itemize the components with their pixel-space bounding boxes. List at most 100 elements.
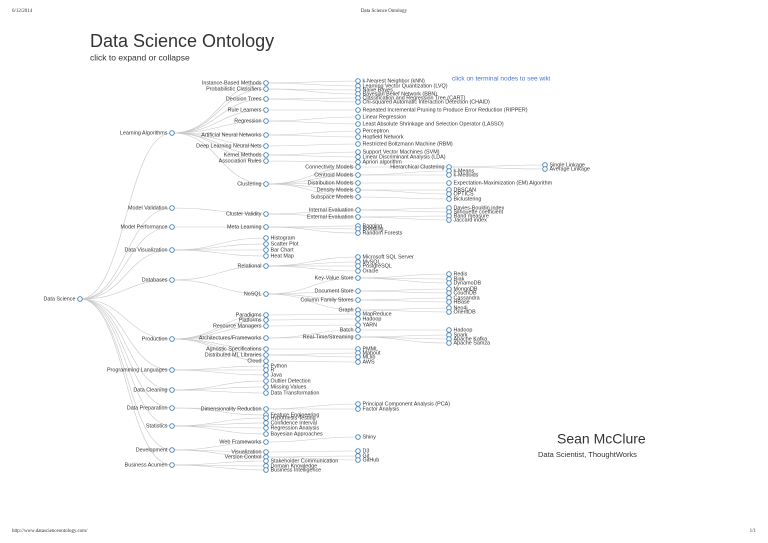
node[interactable] bbox=[355, 334, 361, 340]
node[interactable] bbox=[169, 387, 175, 393]
node[interactable] bbox=[446, 309, 452, 315]
node[interactable] bbox=[446, 191, 452, 197]
node[interactable] bbox=[446, 290, 452, 296]
node[interactable] bbox=[446, 180, 452, 186]
node[interactable] bbox=[446, 299, 452, 305]
node[interactable] bbox=[263, 317, 269, 323]
node[interactable] bbox=[263, 467, 269, 473]
node[interactable] bbox=[263, 372, 269, 378]
node[interactable] bbox=[355, 172, 361, 178]
node[interactable] bbox=[355, 448, 361, 454]
node[interactable] bbox=[263, 458, 269, 464]
node[interactable] bbox=[169, 205, 175, 211]
node[interactable] bbox=[263, 241, 269, 247]
node[interactable] bbox=[263, 235, 269, 241]
node[interactable] bbox=[263, 132, 269, 138]
node[interactable] bbox=[355, 134, 361, 140]
node[interactable] bbox=[263, 152, 269, 158]
node[interactable] bbox=[263, 335, 269, 341]
node[interactable] bbox=[355, 406, 361, 412]
node[interactable] bbox=[446, 172, 452, 178]
node[interactable] bbox=[446, 340, 452, 346]
node[interactable] bbox=[263, 312, 269, 318]
node[interactable] bbox=[355, 180, 361, 186]
node[interactable] bbox=[263, 367, 269, 373]
node[interactable] bbox=[355, 401, 361, 407]
node[interactable] bbox=[263, 415, 269, 421]
node[interactable] bbox=[355, 288, 361, 294]
node[interactable] bbox=[169, 224, 175, 230]
node[interactable] bbox=[263, 291, 269, 297]
node[interactable] bbox=[446, 196, 452, 202]
node[interactable] bbox=[263, 247, 269, 253]
node[interactable] bbox=[263, 358, 269, 364]
node[interactable] bbox=[263, 390, 269, 396]
node[interactable] bbox=[169, 247, 175, 253]
node[interactable] bbox=[169, 447, 175, 453]
node[interactable] bbox=[263, 80, 269, 86]
node[interactable] bbox=[446, 327, 452, 333]
node[interactable] bbox=[263, 449, 269, 455]
node[interactable] bbox=[446, 217, 452, 223]
node[interactable] bbox=[355, 275, 361, 281]
node[interactable] bbox=[263, 96, 269, 102]
node[interactable] bbox=[263, 346, 269, 352]
node[interactable] bbox=[355, 141, 361, 147]
node[interactable] bbox=[263, 431, 269, 437]
node[interactable] bbox=[355, 359, 361, 365]
node[interactable] bbox=[355, 154, 361, 160]
node[interactable] bbox=[446, 280, 452, 286]
node[interactable] bbox=[355, 254, 361, 260]
node[interactable] bbox=[263, 118, 269, 124]
node[interactable] bbox=[355, 214, 361, 220]
node[interactable] bbox=[355, 107, 361, 113]
node[interactable] bbox=[169, 277, 175, 283]
node[interactable] bbox=[355, 316, 361, 322]
node[interactable] bbox=[446, 271, 452, 277]
node[interactable] bbox=[263, 86, 269, 92]
node[interactable] bbox=[169, 336, 175, 342]
node[interactable] bbox=[169, 423, 175, 429]
node[interactable] bbox=[77, 296, 83, 302]
node[interactable] bbox=[263, 323, 269, 329]
node[interactable] bbox=[355, 207, 361, 213]
node[interactable] bbox=[263, 107, 269, 113]
node[interactable] bbox=[355, 311, 361, 317]
node[interactable] bbox=[355, 457, 361, 463]
node[interactable] bbox=[355, 230, 361, 236]
node[interactable] bbox=[542, 166, 548, 172]
node[interactable] bbox=[263, 406, 269, 412]
node[interactable] bbox=[355, 268, 361, 274]
node[interactable] bbox=[263, 211, 269, 217]
node[interactable] bbox=[263, 181, 269, 187]
node[interactable] bbox=[263, 263, 269, 269]
node[interactable] bbox=[263, 158, 269, 164]
node[interactable] bbox=[355, 159, 361, 165]
node[interactable] bbox=[355, 164, 361, 170]
node[interactable] bbox=[355, 149, 361, 155]
node[interactable] bbox=[355, 322, 361, 328]
node[interactable] bbox=[355, 99, 361, 105]
node[interactable] bbox=[355, 297, 361, 303]
node[interactable] bbox=[263, 425, 269, 431]
node[interactable] bbox=[355, 128, 361, 134]
node[interactable] bbox=[355, 114, 361, 120]
node[interactable] bbox=[263, 352, 269, 358]
node[interactable] bbox=[263, 143, 269, 149]
node[interactable] bbox=[355, 434, 361, 440]
node[interactable] bbox=[263, 224, 269, 230]
node[interactable] bbox=[355, 194, 361, 200]
node[interactable] bbox=[263, 439, 269, 445]
node[interactable] bbox=[355, 187, 361, 193]
node[interactable] bbox=[263, 378, 269, 384]
node[interactable] bbox=[355, 78, 361, 84]
node[interactable] bbox=[263, 420, 269, 426]
node[interactable] bbox=[169, 462, 175, 468]
node[interactable] bbox=[355, 327, 361, 333]
node[interactable] bbox=[355, 263, 361, 269]
node[interactable] bbox=[169, 367, 175, 373]
node[interactable] bbox=[263, 384, 269, 390]
node[interactable] bbox=[263, 253, 269, 259]
node[interactable] bbox=[169, 405, 175, 411]
node[interactable] bbox=[355, 121, 361, 127]
